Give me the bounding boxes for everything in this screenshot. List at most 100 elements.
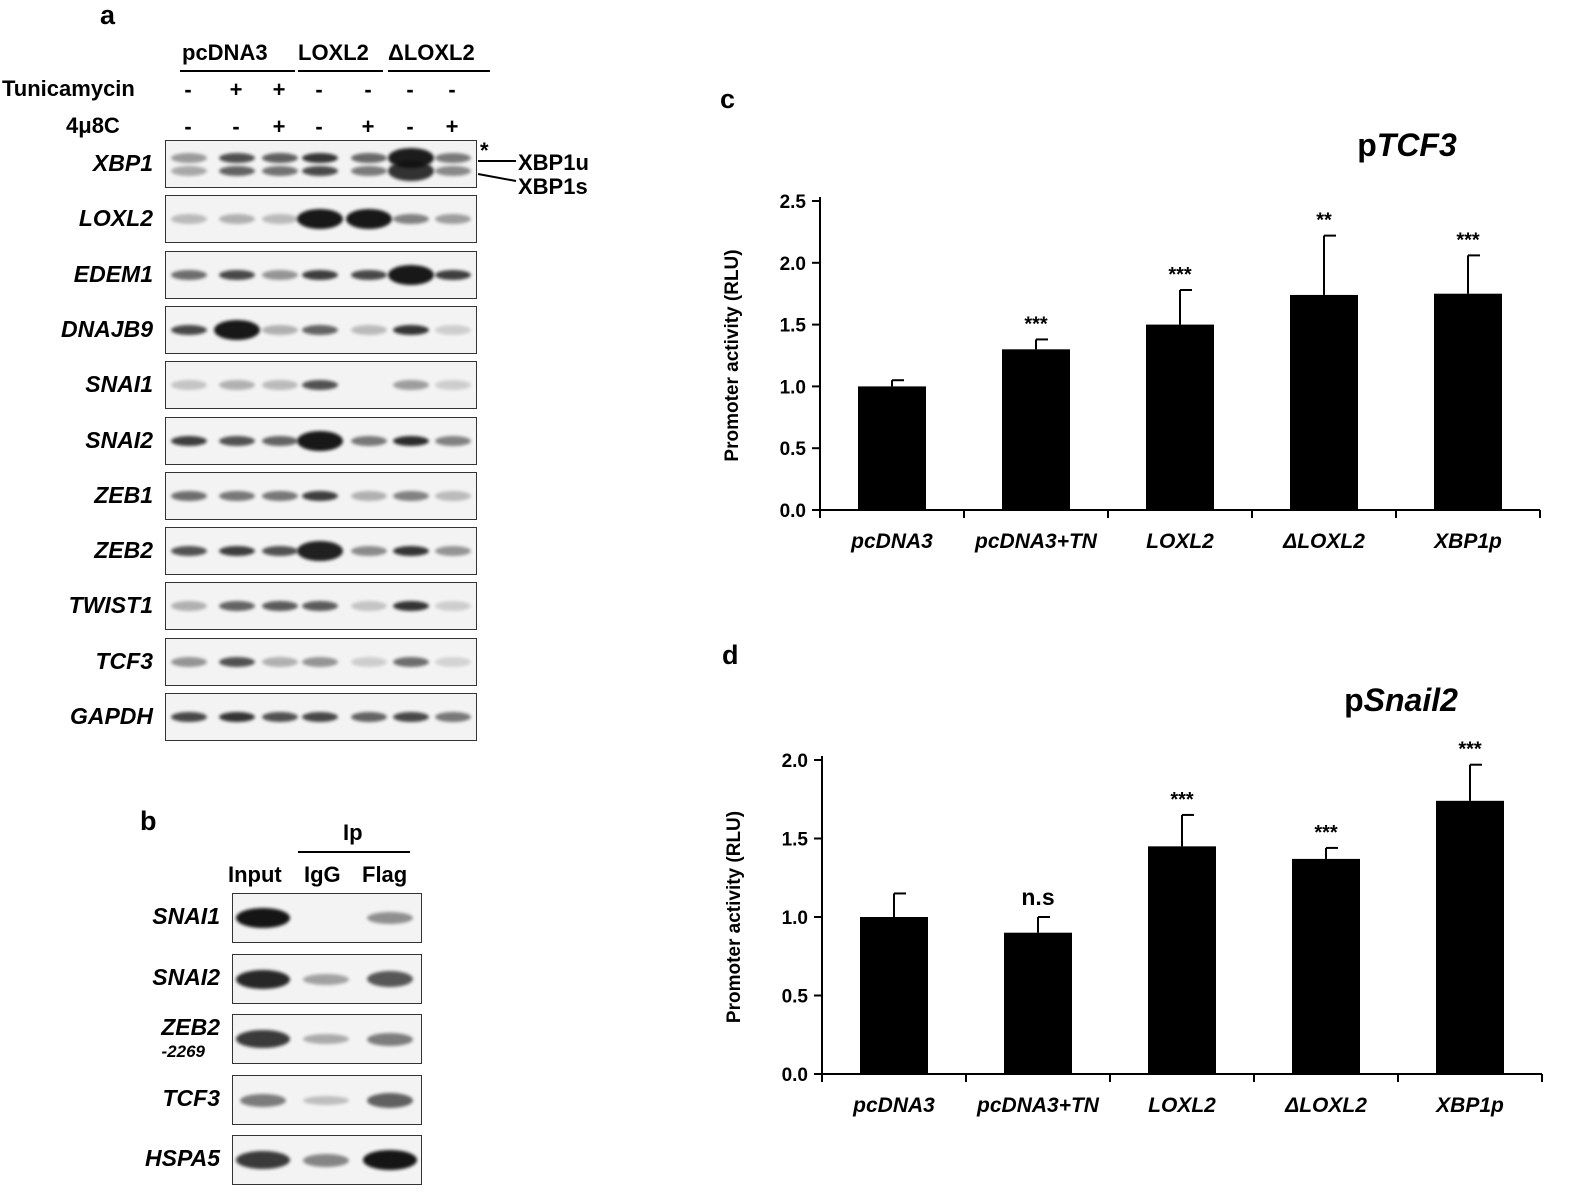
y-tick-label: 0.5 [780, 439, 807, 460]
gel-band [393, 436, 429, 446]
ip-label: Ip [343, 820, 363, 845]
bar [1148, 846, 1216, 1074]
panel-d-letter: d [722, 640, 739, 670]
x-category-label: pcDNA3+TN [976, 1094, 1100, 1117]
gel-band [351, 166, 387, 176]
col-label-flag: Flag [362, 862, 408, 887]
chip-gel-band [367, 1092, 413, 1108]
gel-band [262, 153, 298, 163]
treatment-sign: + [229, 77, 243, 102]
panel-b-letter: b [140, 806, 157, 836]
gel-band [262, 325, 298, 335]
gene-label: ZEB2 [94, 537, 153, 563]
gene-label: LOXL2 [78, 205, 153, 231]
gel-strip [165, 582, 477, 630]
gel-band [171, 214, 207, 224]
gel-band [351, 712, 387, 722]
gel-band [393, 325, 429, 335]
gel-band [435, 166, 471, 176]
y-tick-label: 0.0 [782, 1065, 808, 1086]
chip-gel-band [240, 1093, 286, 1107]
gel-band [388, 265, 434, 285]
gel-band [297, 541, 343, 561]
group-underline-loxl2 [298, 70, 383, 72]
y-tick-label: 2.0 [780, 254, 806, 275]
gel-band [351, 491, 387, 501]
chart-title: pSnail2 [1344, 682, 1458, 718]
gel-band [302, 270, 338, 280]
gel-band [262, 601, 298, 611]
treatment-sign: - [184, 114, 192, 139]
gel-strip [165, 361, 477, 409]
gel-band [171, 325, 207, 335]
chip-gel-band [303, 1095, 349, 1105]
group-label-loxl2: LOXL2 [298, 40, 369, 65]
gel-band [297, 209, 343, 229]
treatment-sign: - [364, 77, 372, 102]
gel-band [171, 166, 207, 176]
gel-band [171, 546, 207, 556]
gel-band [393, 546, 429, 556]
gel-band [171, 601, 207, 611]
bar [1146, 324, 1214, 510]
gel-band [388, 161, 434, 181]
x-category-label: pcDNA3+TN [974, 530, 1098, 553]
y-tick-label: 1.5 [780, 316, 807, 337]
gene-label: SNAI1 [85, 371, 153, 397]
gel-band [171, 270, 207, 280]
treatment-sign: + [272, 114, 286, 139]
chip-gene-label: SNAI1 [152, 903, 220, 929]
ip-underline [298, 851, 410, 853]
chip-gel-strip [232, 1014, 422, 1064]
chart-title-gene: TCF3 [1377, 127, 1457, 163]
gel-strip [165, 306, 477, 354]
treatment-sign: - [232, 114, 240, 139]
gel-strip [165, 638, 477, 686]
x-category-label: LOXL2 [1146, 530, 1214, 553]
xbp1u-label: XBP1u [518, 150, 589, 175]
gel-band [351, 657, 387, 667]
treatment-sign: - [406, 114, 414, 139]
y-tick-label: 1.5 [782, 830, 809, 851]
gel-band [262, 712, 298, 722]
chart-title-prefix: p [1344, 682, 1364, 718]
gel-band [219, 270, 255, 280]
chip-gel-strip [232, 954, 422, 1004]
xbp1-pointer-lines [477, 160, 517, 182]
gene-label: TWIST1 [68, 592, 153, 618]
gel-band [435, 657, 471, 667]
gel-band [262, 166, 298, 176]
chip-gel-band [236, 908, 290, 928]
gel-band [302, 325, 338, 335]
x-category-label: ΔLOXL2 [1282, 530, 1365, 553]
chart-snail2: pSnail2 Promoter activity (RLU) 0.0 0.5 1.0 1… [724, 682, 1543, 1117]
treatment-sign: + [272, 77, 286, 102]
chart-title-gene: Snail2 [1364, 682, 1458, 718]
chip-gene-label: HSPA5 [145, 1145, 220, 1171]
gel-band [219, 214, 255, 224]
group-underline-dloxl2 [388, 70, 490, 72]
gel-band [393, 712, 429, 722]
gel-band [435, 601, 471, 611]
bar [860, 917, 928, 1074]
gel-band [262, 380, 298, 390]
treatment-sign: - [184, 77, 192, 102]
y-tick-label: 2.5 [780, 192, 807, 213]
gel-band [351, 153, 387, 163]
treatment-label-tunicamycin: Tunicamycin [2, 76, 135, 101]
y-axis-label: Promoter activity (RLU) [722, 249, 743, 461]
chart-title: pTCF3 [1357, 127, 1457, 163]
gel-band [219, 657, 255, 667]
chip-gene-sublabel: -2269 [161, 1042, 205, 1061]
x-category-label: pcDNA3 [852, 1094, 935, 1117]
gel-strip [165, 693, 477, 741]
x-category-label: ΔLOXL2 [1284, 1094, 1367, 1117]
significance-label: ** [1316, 210, 1332, 232]
gel-band [302, 601, 338, 611]
chip-gel-band [367, 1032, 413, 1046]
gel-band [219, 166, 255, 176]
gel-band [435, 712, 471, 722]
treatment-sign: + [445, 114, 459, 139]
gel-band [262, 270, 298, 280]
gel-band [435, 380, 471, 390]
